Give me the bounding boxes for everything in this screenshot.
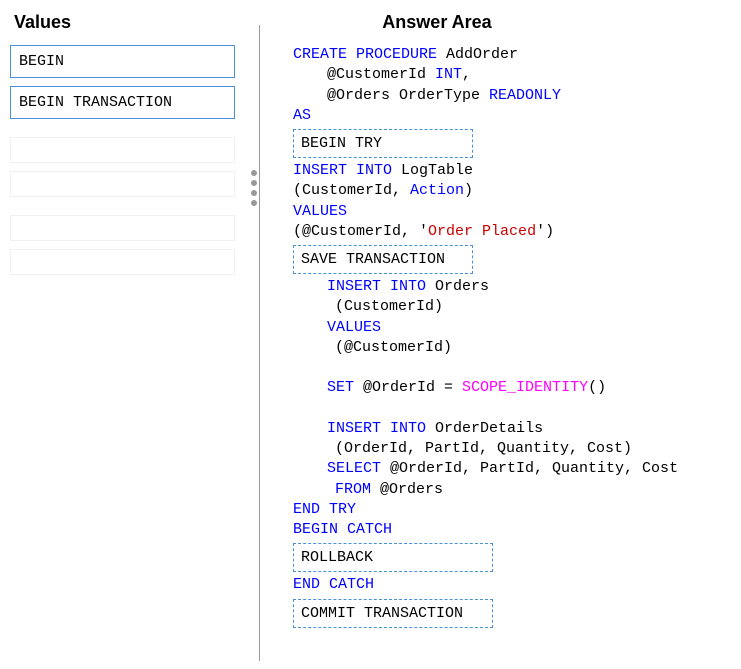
txt-orderdetails: OrderDetails [426, 420, 543, 437]
vertical-divider [259, 25, 260, 661]
kw-select: SELECT [327, 460, 381, 477]
fn-scope: SCOPE_IDENTITY [462, 379, 588, 396]
txt-cp2: ) [545, 223, 554, 240]
txt-odcols: (OrderId, PartId, Quantity, Cost) [335, 440, 632, 457]
txt-addorder: AddOrder [437, 46, 518, 63]
divider-column [245, 0, 275, 669]
txt-valline: (@CustomerId, [293, 223, 419, 240]
kw-into: INTO [356, 162, 392, 179]
line-custid: (CustomerId) [293, 297, 735, 317]
value-box-begin-transaction[interactable]: BEGIN TRANSACTION [10, 86, 235, 119]
drop-zone-2[interactable]: SAVE TRANSACTION [293, 245, 473, 274]
kw-procedure: PROCEDURE [356, 46, 437, 63]
dot-icon [251, 180, 257, 186]
kw-readonly: READONLY [489, 87, 561, 104]
values-heading: Values [14, 12, 235, 33]
line-set: SET @OrderId = SCOPE_IDENTITY() [293, 378, 735, 398]
code-endcatch: END CATCH [293, 575, 735, 595]
line-values2: VALUES [293, 318, 735, 338]
drag-handle-dots[interactable] [251, 170, 257, 206]
txt-cp1: ) [464, 182, 473, 199]
line-param1: @CustomerId INT, [293, 65, 735, 85]
code-insert-orders: INSERT INTO Orders(CustomerId)VALUES(@Cu… [293, 277, 735, 540]
txt-orders2: Orders [426, 278, 489, 295]
code-insert-log: INSERT INTO LogTable (CustomerId, Action… [293, 161, 735, 242]
dot-icon [251, 190, 257, 196]
txt-qo: ' [419, 223, 428, 240]
kw-as: AS [293, 107, 311, 124]
txt-custonly: (CustomerId) [335, 298, 443, 315]
value-box-empty-3[interactable] [10, 215, 235, 241]
values-panel: Values BEGIN BEGIN TRANSACTION [0, 0, 245, 669]
txt-fromorders: @Orders [371, 481, 443, 498]
line-odcols: (OrderId, PartId, Quantity, Cost) [293, 439, 735, 459]
line-ins-od: INSERT INTO OrderDetails [293, 419, 735, 439]
line-ins-orders: INSERT INTO Orders [293, 277, 735, 297]
line-atcust: (@CustomerId) [293, 338, 735, 358]
main-container: Values BEGIN BEGIN TRANSACTION Answer Ar… [0, 0, 741, 669]
str-orderplaced: Order Placed [428, 223, 536, 240]
kw-endcatch: END CATCH [293, 576, 374, 593]
value-box-begin[interactable]: BEGIN [10, 45, 235, 78]
txt-qc: ' [536, 223, 545, 240]
kw-values2: VALUES [327, 319, 381, 336]
txt-logtable: LogTable [392, 162, 473, 179]
answer-heading: Answer Area [297, 12, 577, 33]
value-box-empty-2[interactable] [10, 171, 235, 197]
answer-area-panel: Answer Area CREATE PROCEDURE AddOrder @C… [275, 0, 741, 669]
line-select: SELECT @OrderId, PartId, Quantity, Cost [293, 459, 735, 479]
txt-logcols: (CustomerId, [293, 182, 410, 199]
kw-create: CREATE [293, 46, 347, 63]
kw-insert3: INSERT [327, 420, 381, 437]
kw-endtry: END TRY [293, 501, 356, 518]
drop-zone-1[interactable]: BEGIN TRY [293, 129, 473, 158]
code-block: CREATE PROCEDURE AddOrder @CustomerId IN… [293, 45, 735, 126]
drop-zone-3[interactable]: ROLLBACK [293, 543, 493, 572]
txt-orders: @Orders OrderType [327, 87, 489, 104]
txt-comma: , [462, 66, 471, 83]
txt-selcols: @OrderId, PartId, Quantity, Cost [381, 460, 678, 477]
kw-from: FROM [335, 481, 371, 498]
drop-zone-4[interactable]: COMMIT TRANSACTION [293, 599, 493, 628]
kw-into2: INTO [390, 278, 426, 295]
kw-values: VALUES [293, 203, 347, 220]
kw-begincatch: BEGIN CATCH [293, 521, 392, 538]
txt-atcust: (@CustomerId) [335, 339, 452, 356]
kw-int: INT [435, 66, 462, 83]
dot-icon [251, 200, 257, 206]
dot-icon [251, 170, 257, 176]
kw-action: Action [410, 182, 464, 199]
kw-insert: INSERT [293, 162, 347, 179]
txt-custid: @CustomerId [327, 66, 435, 83]
txt-atorderid: @OrderId = [354, 379, 462, 396]
txt-parens: () [588, 379, 606, 396]
kw-set: SET [327, 379, 354, 396]
line-from: FROM @Orders [293, 480, 735, 500]
kw-into3: INTO [390, 420, 426, 437]
value-box-empty-1[interactable] [10, 137, 235, 163]
kw-insert2: INSERT [327, 278, 381, 295]
line-param2: @Orders OrderType READONLY [293, 86, 735, 106]
value-box-empty-4[interactable] [10, 249, 235, 275]
